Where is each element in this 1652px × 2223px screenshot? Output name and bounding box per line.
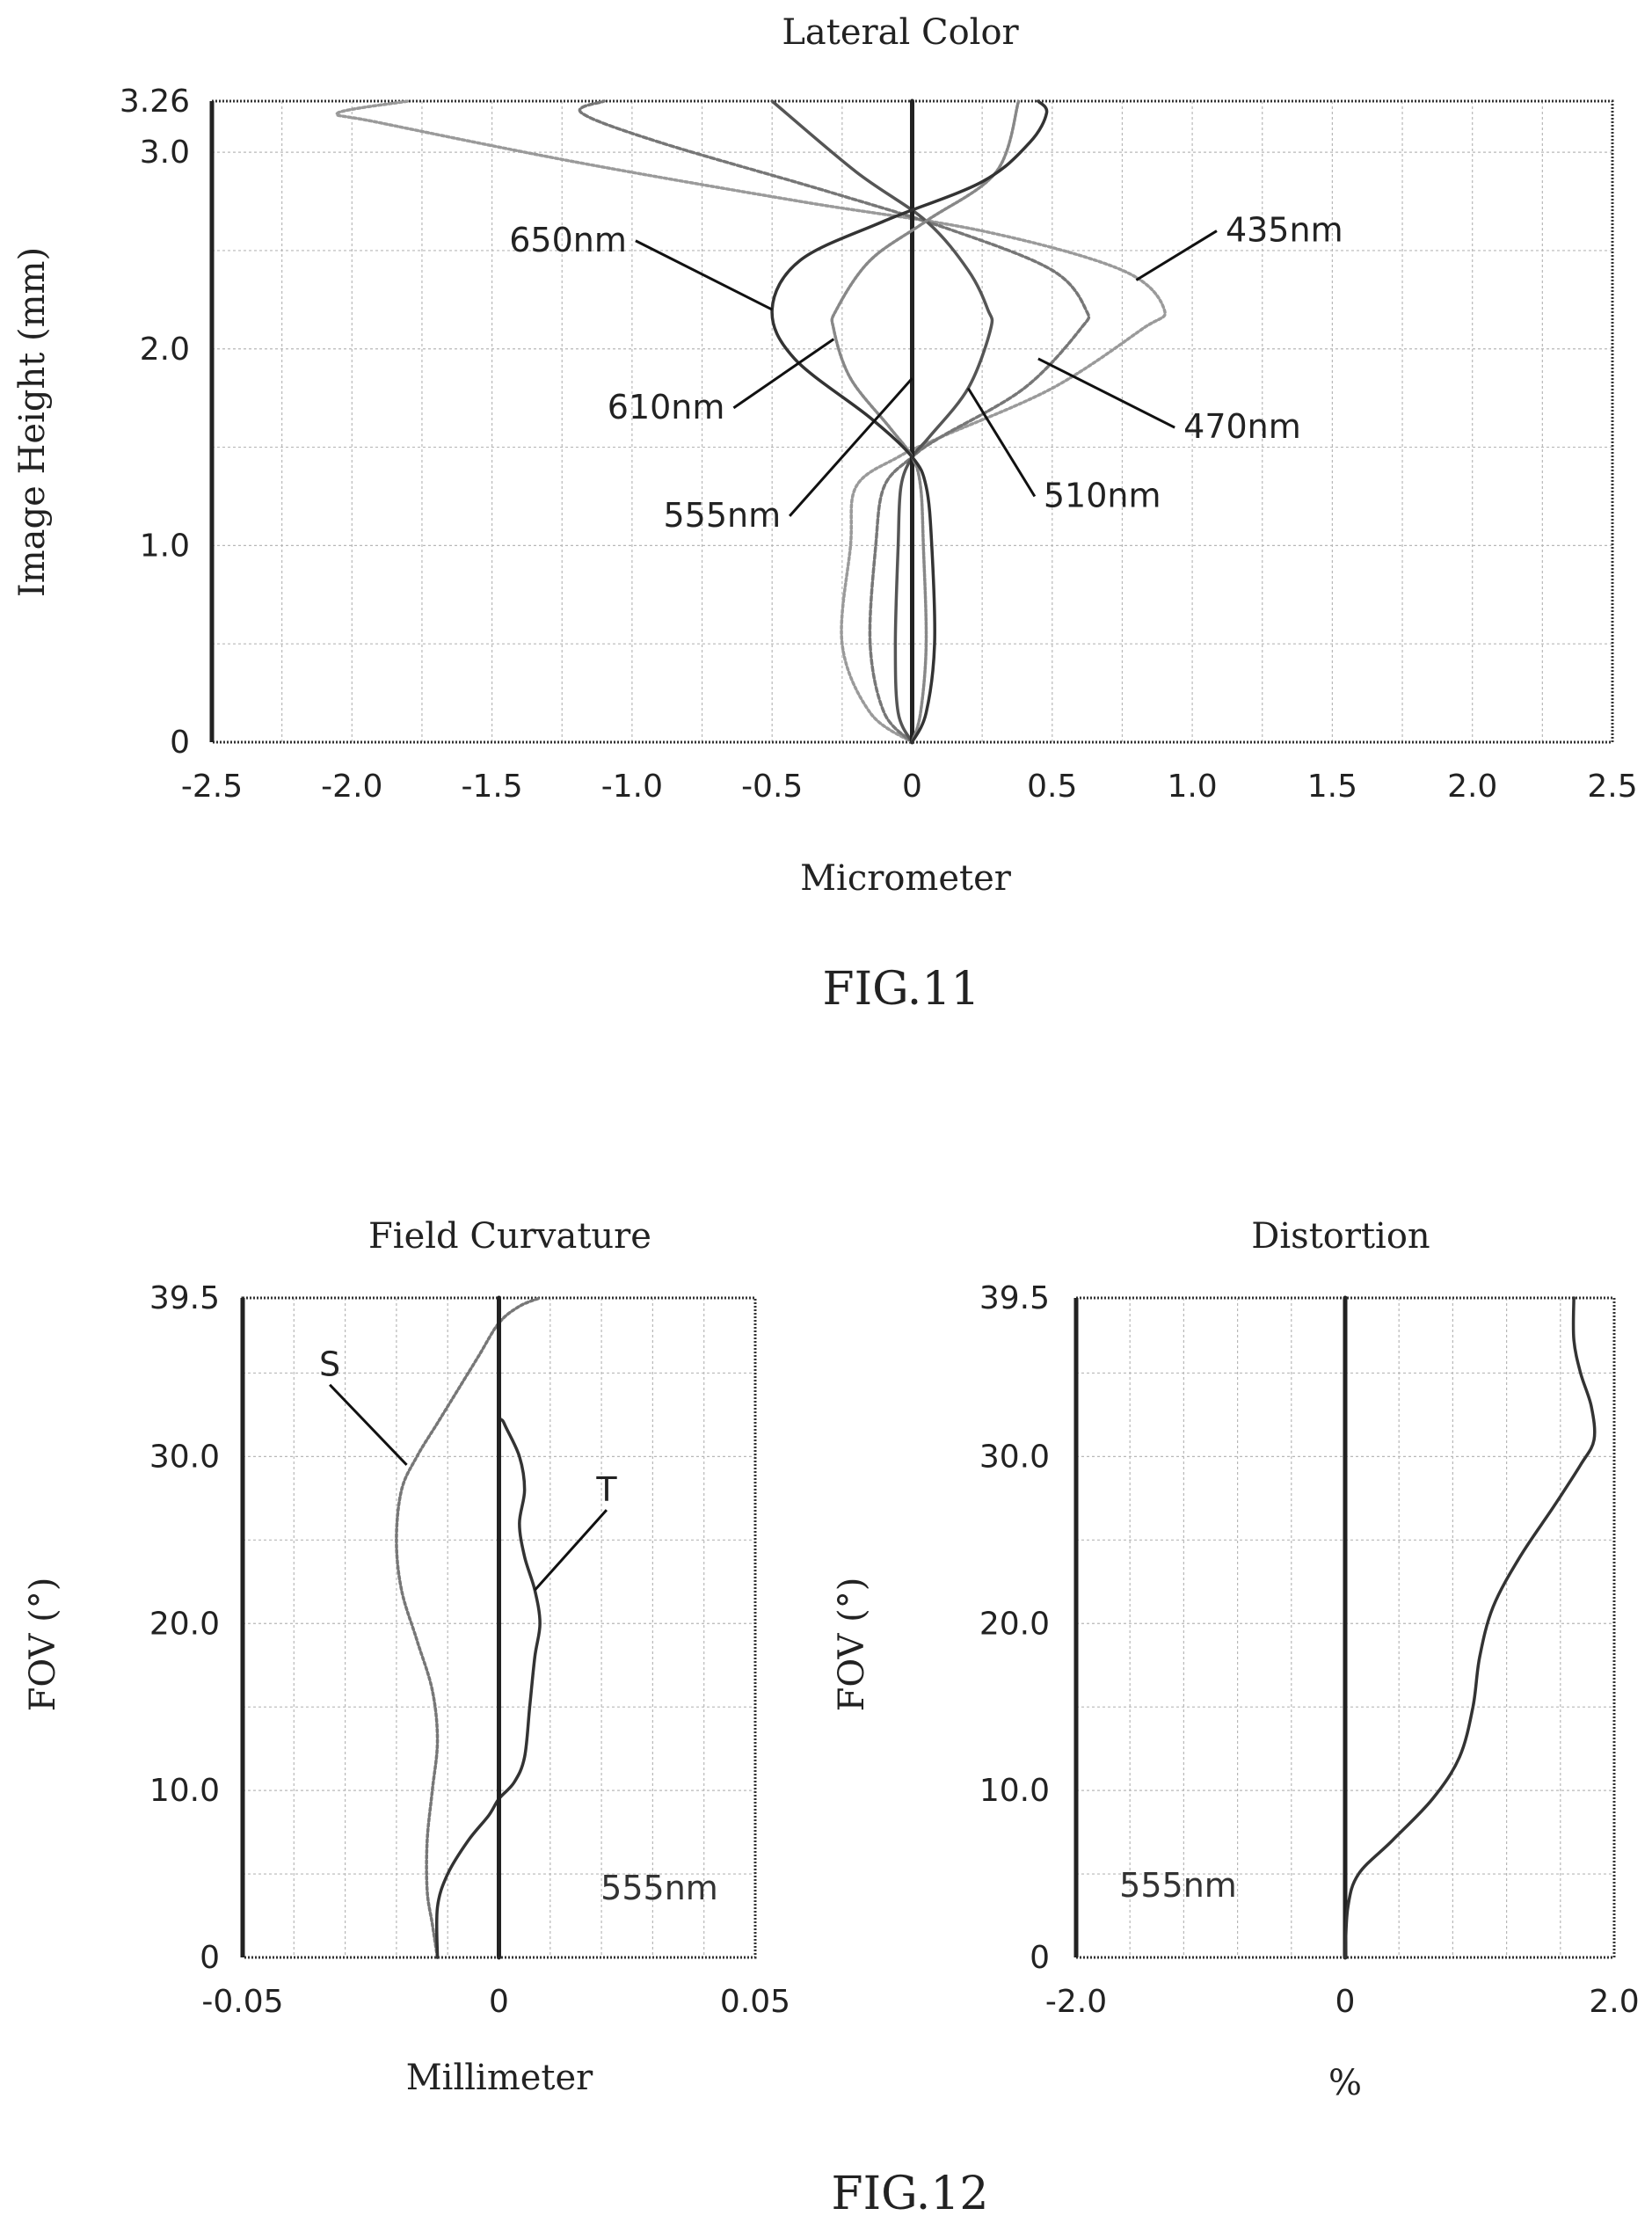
- fig11-caption: FIG.11: [822, 963, 979, 1016]
- distortion-x-ticks: -2.0 0 2.0: [1045, 1984, 1640, 2020]
- leader-line-s: [329, 1383, 408, 1466]
- field-curvature-y-label: FOV (°): [23, 1578, 63, 1712]
- annotation-s: S: [319, 1345, 340, 1384]
- series-s-curve: [395, 1296, 542, 1959]
- distortion-wavelength-label: 555nm: [1119, 1866, 1237, 1905]
- lateral-color-title: Lateral Color: [782, 12, 1019, 53]
- y-tick-label: 0: [170, 725, 190, 761]
- field-curvature-curves: [395, 1295, 542, 1960]
- distortion-y-label: FOV (°): [832, 1578, 872, 1712]
- series-t-curve: [434, 1296, 542, 1959]
- leader-line-470nm: [1037, 357, 1175, 429]
- field-curvature-chart: Field Curvature ST 555nm -0.05 0 0.05 010.…: [23, 1216, 790, 2098]
- y-tick-label: 1.0: [140, 528, 190, 564]
- lateral-color-curves: [335, 98, 1167, 745]
- y-tick-label: 39.5: [149, 1280, 220, 1316]
- x-tick-label: 0: [1335, 1984, 1356, 2020]
- y-tick-label: 30.0: [979, 1439, 1050, 1475]
- x-tick-label: 0: [489, 1984, 509, 2020]
- y-tick-label: 30.0: [149, 1439, 220, 1475]
- leader-line-650nm: [635, 239, 773, 311]
- field-curvature-x-label: Millimeter: [406, 2058, 593, 2098]
- lateral-color-annotations: 650nm 610nm 555nm 510nm 470nm 435nm: [509, 211, 1343, 535]
- lateral-color-y-label: Image Height (mm): [12, 247, 53, 597]
- x-tick-label: 0.05: [720, 1984, 790, 2020]
- x-tick-label: -1.0: [601, 769, 663, 805]
- field-curvature-y-ticks: 0 10.0 20.0 30.0 39.5: [149, 1280, 220, 1976]
- distortion-title: Distortion: [1251, 1216, 1430, 1257]
- x-tick-label: -2.0: [1045, 1984, 1107, 2020]
- field-curvature-x-ticks: -0.05 0 0.05: [201, 1984, 790, 2020]
- annotation-t: T: [595, 1470, 617, 1509]
- lateral-color-chart: Lateral Color 650nm 610nm 555nm 510nm 470nm 4…: [12, 12, 1638, 1016]
- y-tick-label: 20.0: [979, 1606, 1050, 1642]
- distortion-curves: [1343, 1295, 1597, 1960]
- x-tick-label: -2.0: [321, 769, 382, 805]
- leader-line-610nm: [732, 338, 835, 410]
- y-tick-label: 3.26: [120, 84, 190, 120]
- distortion-curve-1: [1343, 1296, 1597, 1959]
- series-510nm-curve: [770, 99, 994, 744]
- field-curvature-annotations: ST: [319, 1345, 617, 1592]
- field-curvature-title: Field Curvature: [368, 1216, 651, 1257]
- field-curvature-wavelength-label: 555nm: [600, 1869, 718, 1907]
- lateral-color-x-label: Micrometer: [800, 858, 1012, 899]
- x-tick-label: -0.05: [201, 1984, 283, 2020]
- x-tick-label: 2.5: [1587, 769, 1637, 805]
- x-tick-label: -1.5: [461, 769, 522, 805]
- annotation-610nm: 610nm: [608, 388, 725, 426]
- leader-line-510nm: [966, 387, 1037, 498]
- y-tick-label: 0: [200, 1940, 220, 1976]
- lateral-color-y-ticks: 0 1.0 2.0 3.0 3.26: [120, 84, 190, 761]
- leader-line-435nm: [1135, 230, 1218, 281]
- series-435nm-curve: [335, 99, 1167, 744]
- distortion-x-label: %: [1328, 2063, 1362, 2103]
- x-tick-label: 0.5: [1027, 769, 1077, 805]
- leader-line-555nm: [789, 377, 913, 517]
- y-tick-label: 39.5: [979, 1280, 1050, 1316]
- distortion-chart: Distortion 555nm -2.0 0 2.0 0 10.0 20.0 30.0 3…: [832, 1216, 1640, 2103]
- distortion-y-ticks: 0 10.0 20.0 30.0 39.5: [979, 1280, 1050, 1976]
- annotation-555nm: 555nm: [663, 496, 781, 535]
- annotation-470nm: 470nm: [1183, 407, 1301, 446]
- y-tick-label: 2.0: [140, 332, 190, 368]
- annotation-510nm: 510nm: [1044, 476, 1161, 514]
- lateral-color-x-ticks: -2.5 -2.0 -1.5 -1.0 -0.5 0 0.5 1.0 1.5 2.0 2.5: [181, 769, 1638, 805]
- x-tick-label: -2.5: [181, 769, 243, 805]
- x-tick-label: 2.0: [1589, 1984, 1639, 2020]
- series-610nm-curve: [830, 99, 1021, 744]
- series-470nm-curve: [578, 99, 1091, 744]
- leader-line-t: [534, 1509, 608, 1592]
- annotation-435nm: 435nm: [1226, 211, 1343, 250]
- fig12-caption: FIG.12: [831, 2168, 988, 2220]
- y-tick-label: 3.0: [140, 135, 190, 171]
- x-tick-label: 1.5: [1307, 769, 1357, 805]
- annotation-650nm: 650nm: [509, 221, 627, 259]
- y-tick-label: 0: [1030, 1940, 1050, 1976]
- y-tick-label: 20.0: [149, 1606, 220, 1642]
- x-tick-label: 1.0: [1167, 769, 1217, 805]
- y-tick-label: 10.0: [979, 1773, 1050, 1809]
- y-tick-label: 10.0: [149, 1773, 220, 1809]
- series-650nm-curve: [770, 99, 1049, 744]
- x-tick-label: 2.0: [1447, 769, 1497, 805]
- x-tick-label: 0: [902, 769, 922, 805]
- x-tick-label: -0.5: [741, 769, 803, 805]
